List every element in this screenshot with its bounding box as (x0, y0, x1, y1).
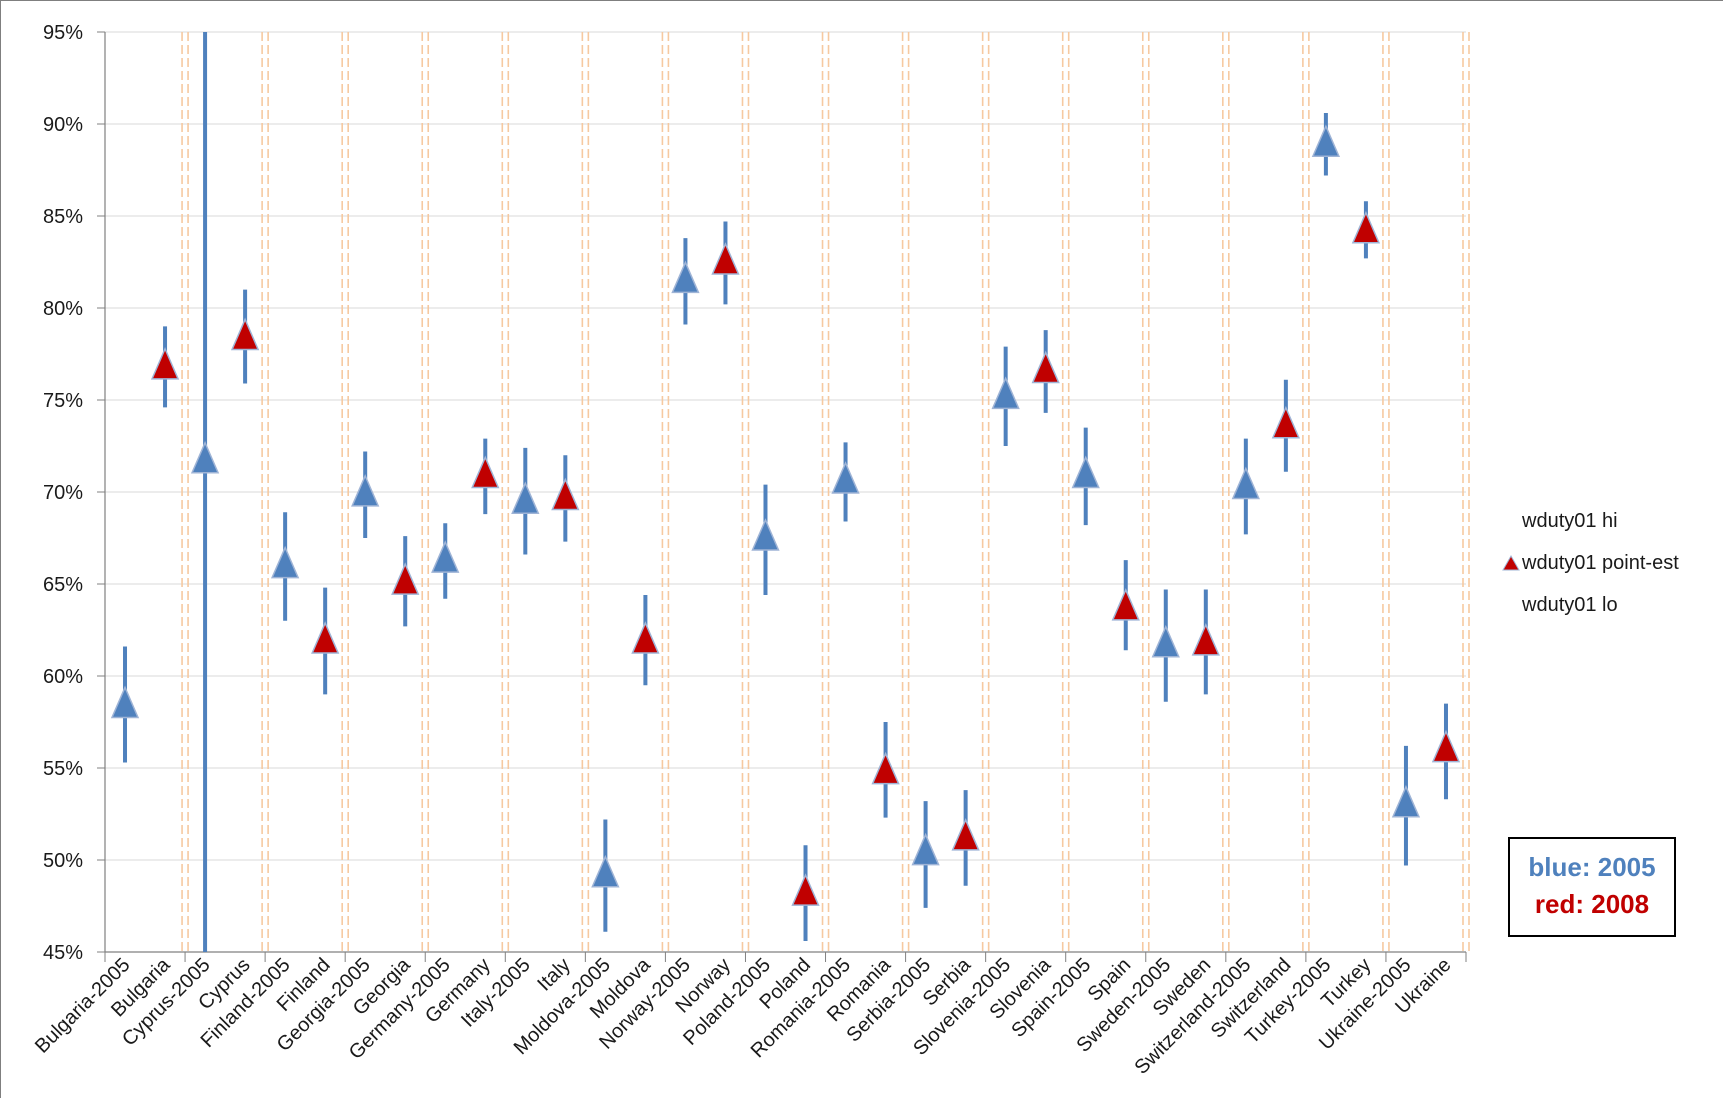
point-marker-2005 (1231, 466, 1260, 500)
point-marker-2005 (270, 545, 300, 579)
point-marker-2008 (951, 818, 980, 851)
y-tick-label: 60% (43, 666, 83, 688)
point-marker-2008 (1111, 588, 1140, 621)
point-marker-2008 (551, 477, 580, 511)
note-red-label: red: 2008 (1534, 889, 1650, 919)
point-marker-2008 (1271, 405, 1301, 439)
point-marker-2005 (1151, 624, 1180, 658)
point-marker-2005 (190, 440, 220, 474)
y-tick-label: 50% (43, 850, 83, 872)
legend-item-point-est: wduty01 point-est (1521, 552, 1679, 574)
point-marker-2008 (1431, 729, 1461, 763)
legend: wduty01 hi wduty01 point-est wduty01 lo (1502, 510, 1679, 616)
point-marker-2005 (431, 540, 460, 573)
point-marker-2008 (1191, 622, 1220, 656)
point-marker-2005 (991, 376, 1020, 410)
point-marker-2008 (631, 621, 660, 654)
x-tick-labels: Bulgaria-2005BulgariaCyprus-2005CyprusFi… (31, 953, 1456, 1078)
y-tick-label: 90% (43, 114, 83, 136)
data-marks (110, 32, 1461, 952)
point-marker-2005 (831, 461, 860, 494)
axes (97, 31, 1467, 962)
point-marker-2008 (791, 873, 820, 906)
point-marker-2008 (871, 751, 900, 785)
point-marker-2008 (471, 455, 500, 489)
y-tick-label: 85% (43, 206, 83, 228)
red-triangle-icon (1502, 554, 1520, 571)
legend-item-hi: wduty01 hi (1521, 510, 1618, 532)
y-tick-label: 65% (43, 574, 83, 596)
point-marker-2005 (751, 518, 780, 551)
y-tick-labels: 45% 50% 55% 60% 65% 70% 75% 80% 85% 90% 95% (43, 22, 83, 964)
point-marker-2008 (711, 242, 740, 275)
point-marker-2008 (150, 346, 180, 380)
point-marker-2008 (1351, 210, 1381, 244)
category-separators (181, 32, 1470, 952)
point-marker-2005 (1391, 784, 1421, 818)
note-blue-label: blue: 2005 (1528, 852, 1656, 882)
point-marker-2005 (671, 260, 700, 294)
year-color-note: blue: 2005 red: 2008 (1508, 837, 1676, 937)
point-marker-2005 (591, 854, 620, 888)
point-marker-2008 (230, 317, 260, 351)
point-marker-2005 (351, 473, 380, 507)
y-tick-label: 55% (43, 758, 83, 780)
y-tick-label: 45% (43, 942, 83, 964)
y-tick-label: 70% (43, 482, 83, 504)
point-marker-2005 (1311, 124, 1341, 157)
point-marker-2008 (1031, 350, 1060, 384)
legend-item-lo: wduty01 lo (1521, 594, 1618, 616)
y-tick-label: 80% (43, 298, 83, 320)
y-tick-label: 75% (43, 390, 83, 412)
y-tick-label: 95% (43, 22, 83, 44)
point-marker-2005 (511, 481, 540, 514)
gridlines (105, 31, 1466, 861)
point-marker-2005 (110, 685, 140, 719)
point-marker-2005 (911, 832, 940, 866)
point-marker-2008 (311, 621, 340, 654)
point-marker-2005 (1071, 455, 1100, 489)
point-marker-2008 (391, 562, 420, 595)
